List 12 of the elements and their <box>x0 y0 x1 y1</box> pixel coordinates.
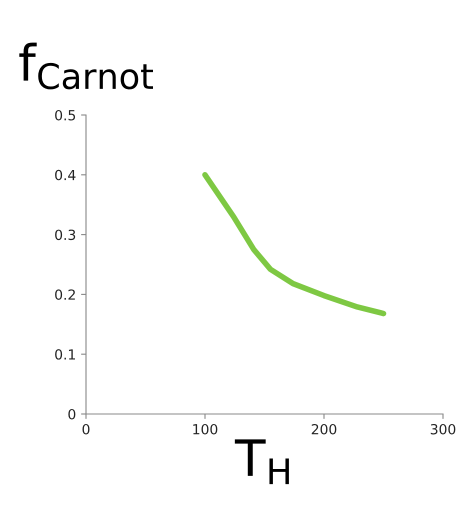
y-axis-title: f$_{Carnot}$ <box>19 42 154 90</box>
y-tick-label: 0.4 <box>55 170 76 180</box>
y-tick-label: 0.3 <box>55 230 76 240</box>
y-tick-label: 0.1 <box>55 349 75 360</box>
y-tick-label: 0.5 <box>55 110 76 120</box>
y-tick-label: 0 <box>68 408 76 420</box>
x-tick-label: 0 <box>82 424 90 434</box>
x-tick-label: 100 <box>193 424 218 434</box>
x-tick-label: 300 <box>430 424 456 434</box>
y-tick-label: 0.2 <box>55 289 75 300</box>
x-axis-title: T$_{H}$ <box>234 439 289 484</box>
x-tick-label: 200 <box>312 424 336 434</box>
